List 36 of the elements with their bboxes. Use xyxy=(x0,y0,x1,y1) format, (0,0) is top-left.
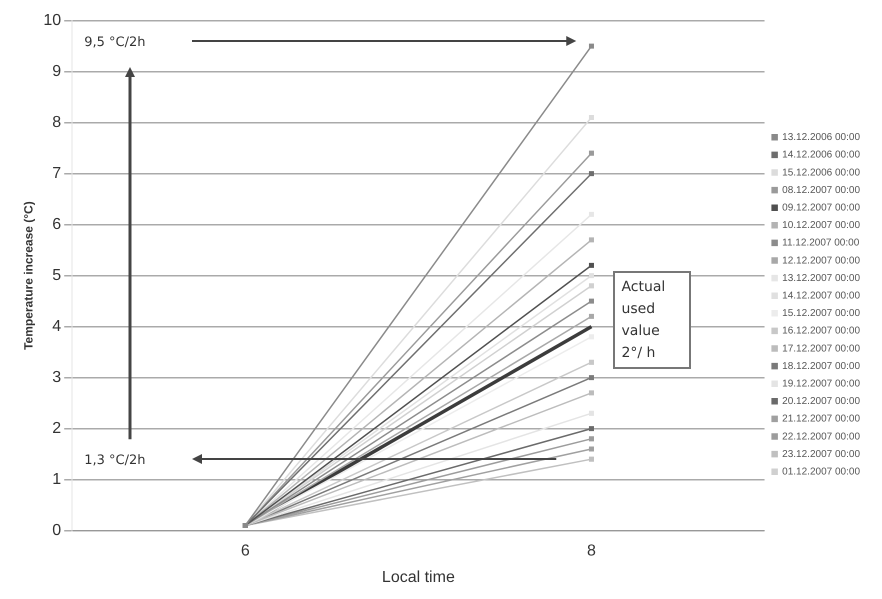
legend-label: 14.12.2007 00:00 xyxy=(782,290,860,302)
legend-label: 10.12.2007 00:00 xyxy=(782,220,860,232)
legend-label: 12.12.2007 00:00 xyxy=(782,255,860,266)
legend-label: 15.12.2006 00:00 xyxy=(782,167,860,178)
annotation: 9,5 °C/2h xyxy=(84,34,146,50)
legend-label: 22.12.2007 00:00 xyxy=(782,431,860,442)
y-tick-label: 9 xyxy=(52,63,62,80)
legend-label: 01.12.2007 00:00 xyxy=(782,466,860,478)
legend-label: 23.12.2007 00:00 xyxy=(782,448,860,460)
y-axis-title: Temperature increase (°C) xyxy=(22,201,36,350)
y-tick-label: 8 xyxy=(52,114,62,132)
legend-label: 19.12.2007 00:00 xyxy=(782,378,860,390)
y-tick-label: 5 xyxy=(52,267,62,284)
legend-label: 08.12.2007 00:00 xyxy=(782,184,860,196)
y-tick-label: 2 xyxy=(52,420,62,438)
legend-label: 13.12.2006 00:00 xyxy=(782,132,860,144)
legend-label: 13.12.2007 00:00 xyxy=(782,272,860,284)
legend-label: 15.12.2007 00:00 xyxy=(782,308,860,320)
y-tick-label: 7 xyxy=(52,165,62,182)
y-tick-label: 3 xyxy=(52,369,62,386)
legend-label: 20.12.2007 00:00 xyxy=(782,396,860,408)
legend-label: 14.12.2006 00:00 xyxy=(782,150,860,161)
annotation: Actual used value 2°/ h xyxy=(613,270,692,368)
x-axis-title: Local time xyxy=(382,568,455,586)
legend-label: 16.12.2007 00:00 xyxy=(782,326,860,337)
y-tick-label: 4 xyxy=(52,318,62,336)
y-tick-label: 6 xyxy=(52,216,62,234)
legend-label: 17.12.2007 00:00 xyxy=(782,343,860,354)
legend-label: 18.12.2007 00:00 xyxy=(782,360,860,372)
y-tick-label: 1 xyxy=(52,471,62,488)
legend-label: 09.12.2007 00:00 xyxy=(782,202,860,214)
annotation: 1,3 °C/2h xyxy=(84,452,146,468)
legend-label: 11.12.2007 00:00 xyxy=(782,238,860,249)
y-tick-label: 0 xyxy=(52,522,62,540)
y-tick-label: 10 xyxy=(43,12,62,30)
legend-label: 21.12.2007 00:00 xyxy=(782,414,860,425)
